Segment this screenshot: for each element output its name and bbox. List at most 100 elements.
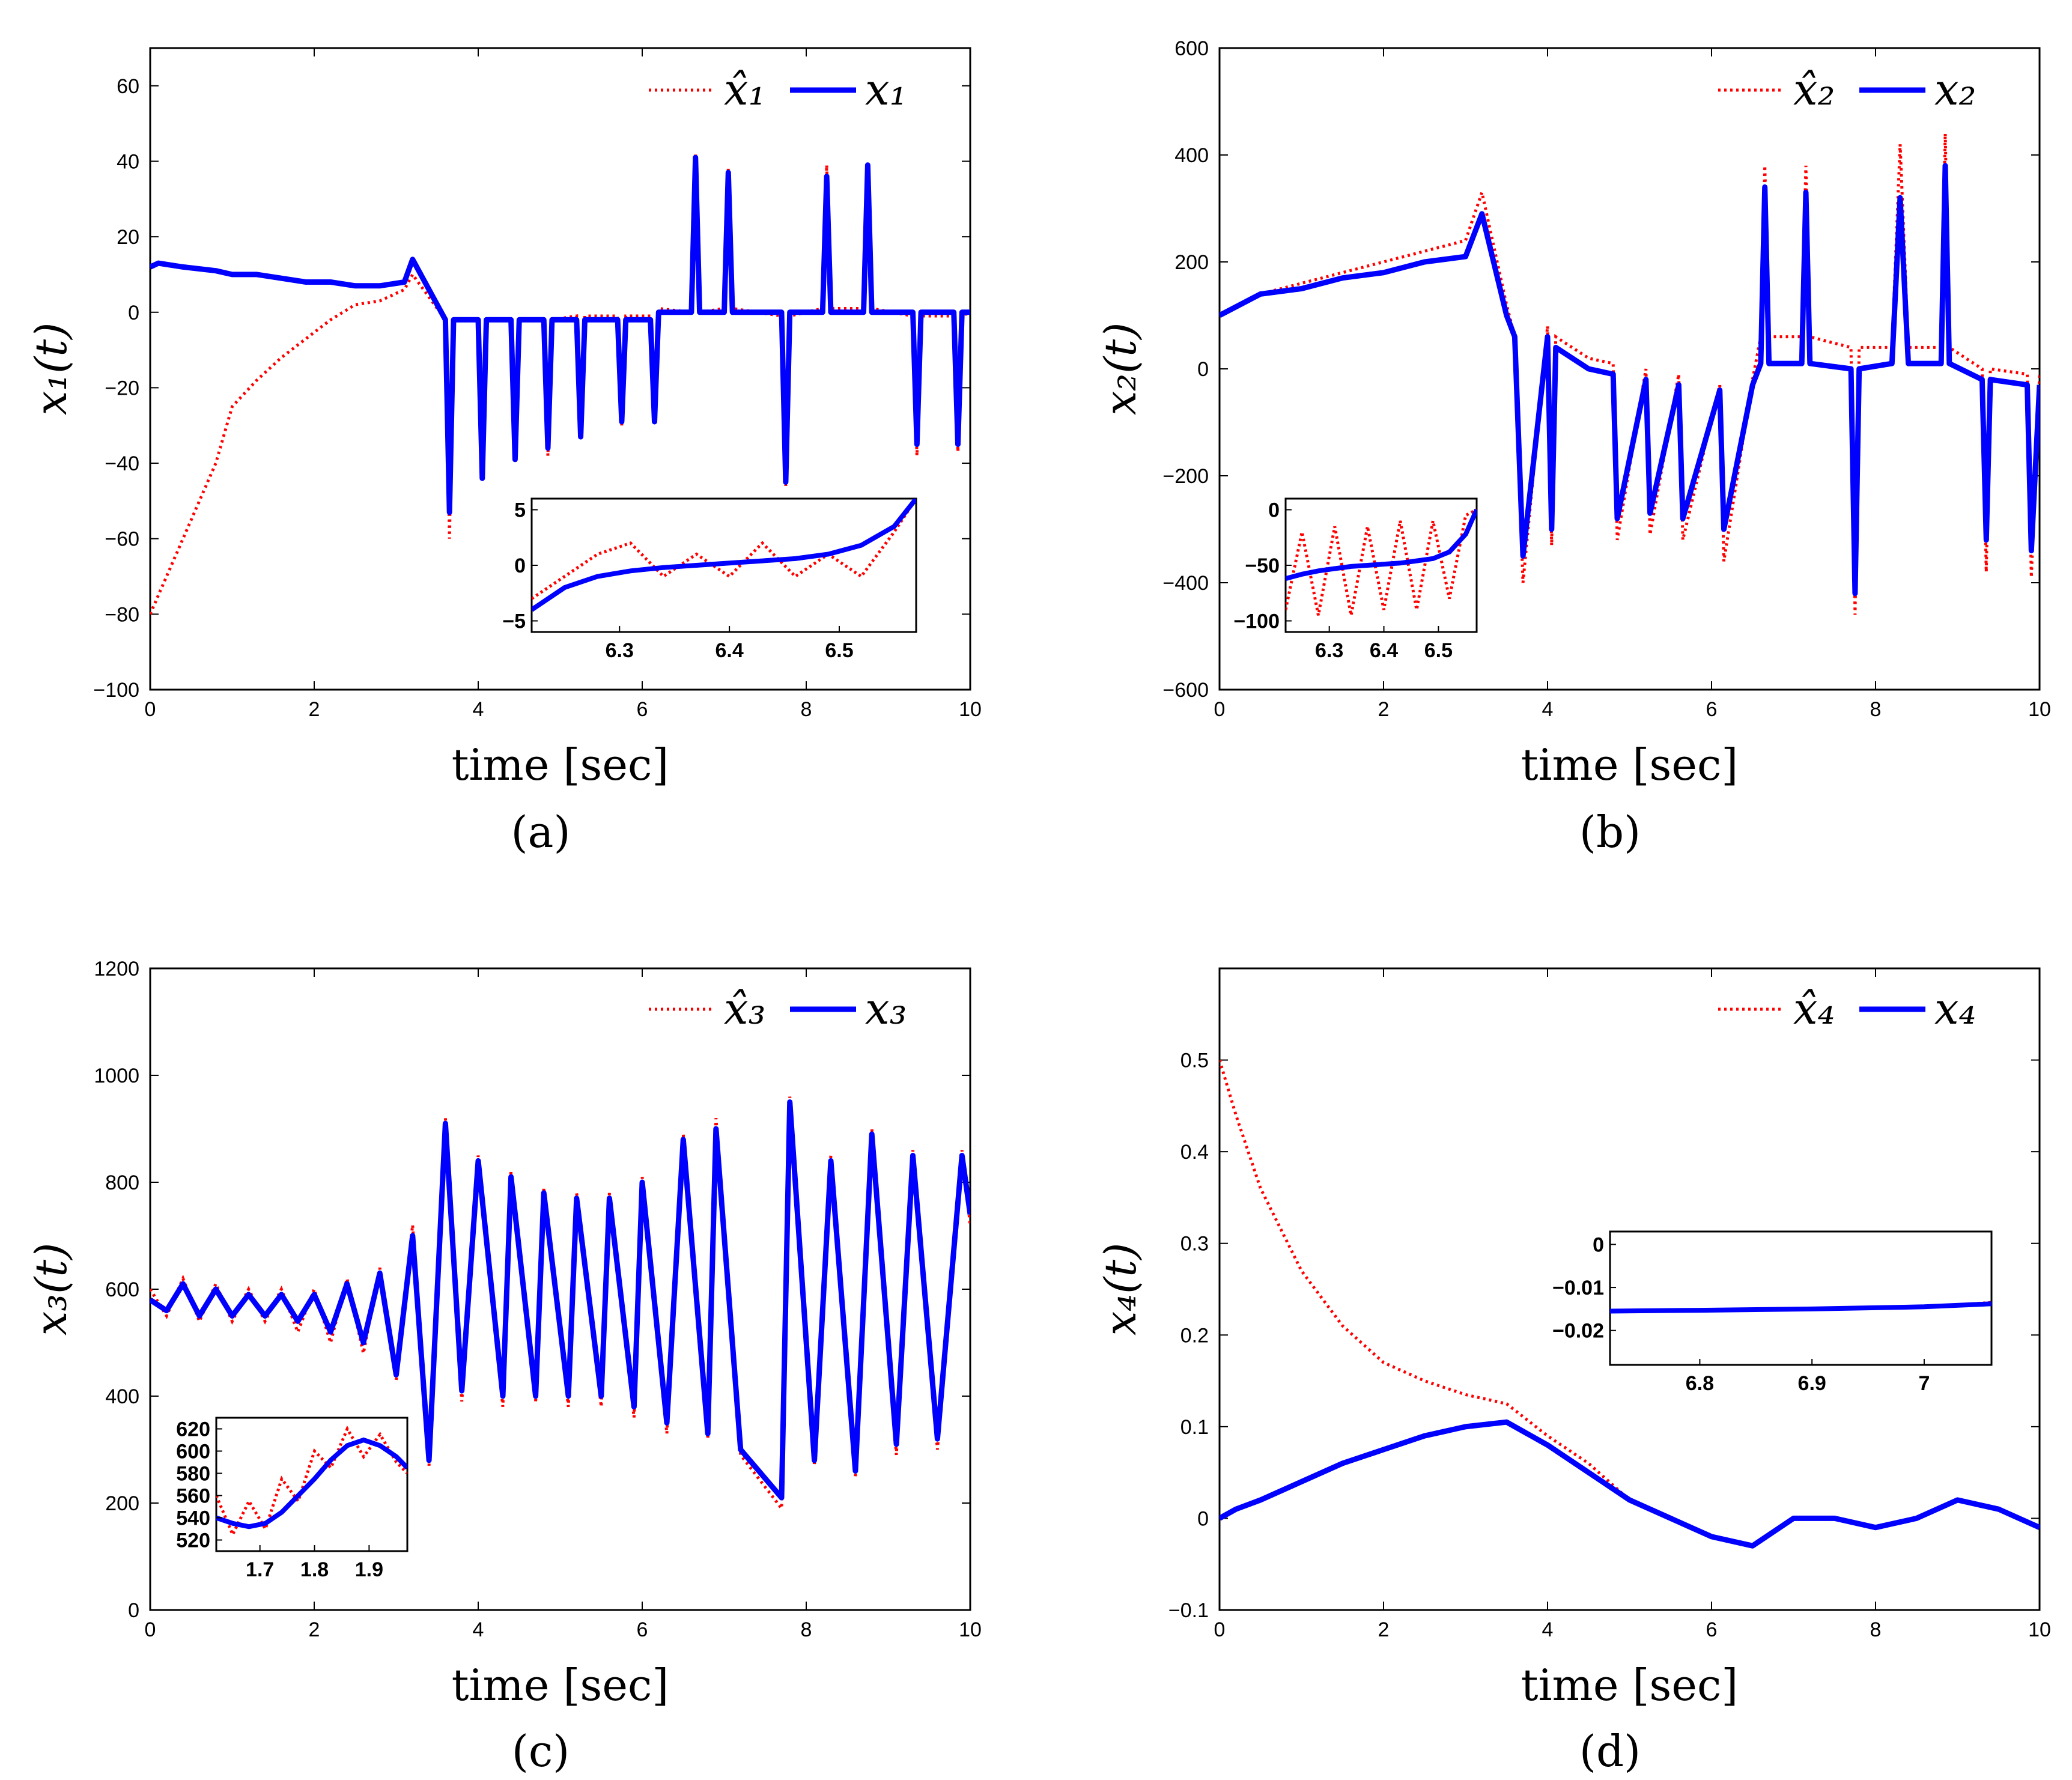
y-tick-label: −600 xyxy=(1162,679,1209,702)
inset-y-tick-label: 0 xyxy=(1268,499,1280,522)
x-tick-label: 8 xyxy=(801,1618,812,1641)
y-tick-label: 20 xyxy=(117,226,139,249)
inset-plot: 6.3 6.4 6.5 −5 0 5 xyxy=(502,497,917,662)
panel-caption: (c) xyxy=(512,1726,570,1776)
x-tick-label: 4 xyxy=(1542,698,1554,721)
x-tick-label: 10 xyxy=(959,698,982,721)
x-tick-label: 6 xyxy=(637,1618,648,1641)
inset-x-tick-label: 6.3 xyxy=(606,639,634,662)
inset-x-tick-label: 6.4 xyxy=(715,639,744,662)
inset-frame xyxy=(1609,1230,1993,1366)
y-tick-label: 40 xyxy=(117,150,139,173)
y-tick-label: 400 xyxy=(1174,144,1209,167)
x-tick-label: 4 xyxy=(473,1618,484,1641)
inset-y-tick-label: 520 xyxy=(176,1529,210,1552)
x-axis-label: time [sec] xyxy=(1521,1660,1739,1710)
y-axis-label: x₂(t) xyxy=(1095,323,1146,416)
legend-estimate-label: x̂₃ xyxy=(724,983,765,1034)
y-axis-label: x₁(t) xyxy=(26,323,76,416)
panel-c: 0 2 4 6 8 10 0 200 400 600 800 1000 1200 time [sec] x₃… xyxy=(26,958,982,1776)
inset-y-tick-label: 620 xyxy=(176,1418,210,1441)
x-axis-label: time [sec] xyxy=(452,1660,669,1710)
inset-x-tick-label: 6.9 xyxy=(1798,1372,1826,1395)
y-tick-label: 200 xyxy=(105,1492,139,1515)
y-axis-label: x₃(t) xyxy=(26,1243,76,1336)
true-series-line xyxy=(150,154,970,515)
x-tick-label: 0 xyxy=(145,698,156,721)
y-tick-label: −40 xyxy=(105,452,139,475)
legend-estimate-label: x̂₁ xyxy=(724,64,765,115)
y-tick-label: −20 xyxy=(105,377,139,399)
x-tick-label: 6 xyxy=(1706,698,1718,721)
true-series-line xyxy=(1220,163,2040,597)
inset-x-tick-label: 1.9 xyxy=(355,1558,383,1581)
y-tick-label: −0.1 xyxy=(1168,1599,1209,1622)
inset-y-tick-label: 560 xyxy=(176,1485,210,1508)
y-tick-label: 0.3 xyxy=(1180,1233,1209,1256)
inset-y-tick-label: 5 xyxy=(514,499,526,522)
x-tick-label: 0 xyxy=(1214,1618,1226,1641)
inset-y-tick-label: −100 xyxy=(1233,610,1280,633)
y-tick-label: 600 xyxy=(1174,37,1209,60)
inset-y-tick-label: −50 xyxy=(1245,554,1280,577)
y-tick-label: 0 xyxy=(128,1599,139,1622)
panel-a: 0 2 4 6 8 10 −100 −80 −60 −40 −20 0 20 40 60 time [sec]… xyxy=(26,47,982,857)
x-tick-label: 0 xyxy=(145,1618,156,1641)
y-tick-label: 0 xyxy=(1197,358,1209,381)
y-tick-label: 800 xyxy=(105,1171,139,1194)
inset-y-tick-label: −0.01 xyxy=(1552,1277,1604,1299)
inset-y-tick-label: −5 xyxy=(502,610,526,633)
y-tick-label: 400 xyxy=(105,1385,139,1408)
inset-x-tick-label: 1.7 xyxy=(246,1558,274,1581)
y-tick-label: 600 xyxy=(105,1278,139,1301)
x-tick-label: 10 xyxy=(2028,1618,2051,1641)
legend-true-label: x₂ xyxy=(1934,64,1976,115)
y-tick-label: 0.2 xyxy=(1180,1324,1209,1347)
inset-plot: 6.8 6.9 7 −0.02 −0.01 0 xyxy=(1552,1230,1993,1395)
inset-x-tick-label: 6.5 xyxy=(825,639,853,662)
y-tick-label: 60 xyxy=(117,75,139,98)
x-tick-label: 2 xyxy=(1378,698,1390,721)
inset-plot: 6.3 6.4 6.5 −100 −50 0 xyxy=(1233,497,1478,662)
inset-true-line xyxy=(216,1437,407,1529)
y-tick-label: −200 xyxy=(1162,465,1209,488)
inset-y-tick-label: 580 xyxy=(176,1463,210,1486)
inset-true-line xyxy=(1610,1301,1991,1314)
inset-y-tick-label: 540 xyxy=(176,1507,210,1530)
x-tick-label: 6 xyxy=(1706,1618,1718,1641)
inset-y-tick-label: −0.02 xyxy=(1552,1320,1604,1343)
inset-x-tick-label: 7 xyxy=(1918,1372,1930,1395)
panel-caption: (b) xyxy=(1579,807,1641,857)
x-tick-label: 10 xyxy=(2028,698,2051,721)
inset-y-tick-label: 0 xyxy=(1593,1233,1604,1256)
inset-estimate-line xyxy=(216,1425,407,1539)
y-tick-label: −80 xyxy=(105,603,139,626)
x-axis-label: time [sec] xyxy=(452,740,669,790)
panel-caption: (a) xyxy=(511,807,570,857)
y-tick-label: 200 xyxy=(1174,251,1209,274)
y-tick-label: −60 xyxy=(105,528,139,551)
x-tick-label: 4 xyxy=(473,698,484,721)
inset-true-line xyxy=(532,499,916,612)
y-tick-label: 0.5 xyxy=(1180,1049,1209,1072)
inset-true-line xyxy=(1286,508,1477,582)
legend-true-label: x₄ xyxy=(1934,983,1976,1034)
true-series-line xyxy=(1220,1419,2040,1549)
x-tick-label: 0 xyxy=(1214,698,1226,721)
y-tick-label: −100 xyxy=(93,679,139,702)
x-tick-label: 10 xyxy=(959,1618,982,1641)
y-tick-label: 1000 xyxy=(94,1065,139,1087)
estimate-series-line xyxy=(150,153,970,615)
legend-true-label: x₁ xyxy=(865,64,907,115)
x-axis-label: time [sec] xyxy=(1521,740,1739,790)
panel-b: 0 2 4 6 8 10 −600 −400 −200 0 200 400 600 time [sec] x… xyxy=(1095,37,2051,857)
y-tick-label: 0 xyxy=(1197,1507,1209,1530)
legend-estimate-label: x̂₄ xyxy=(1793,983,1835,1034)
x-tick-label: 8 xyxy=(1870,698,1882,721)
inset-x-tick-label: 1.8 xyxy=(300,1558,329,1581)
x-tick-label: 6 xyxy=(637,698,648,721)
x-tick-label: 8 xyxy=(801,698,812,721)
